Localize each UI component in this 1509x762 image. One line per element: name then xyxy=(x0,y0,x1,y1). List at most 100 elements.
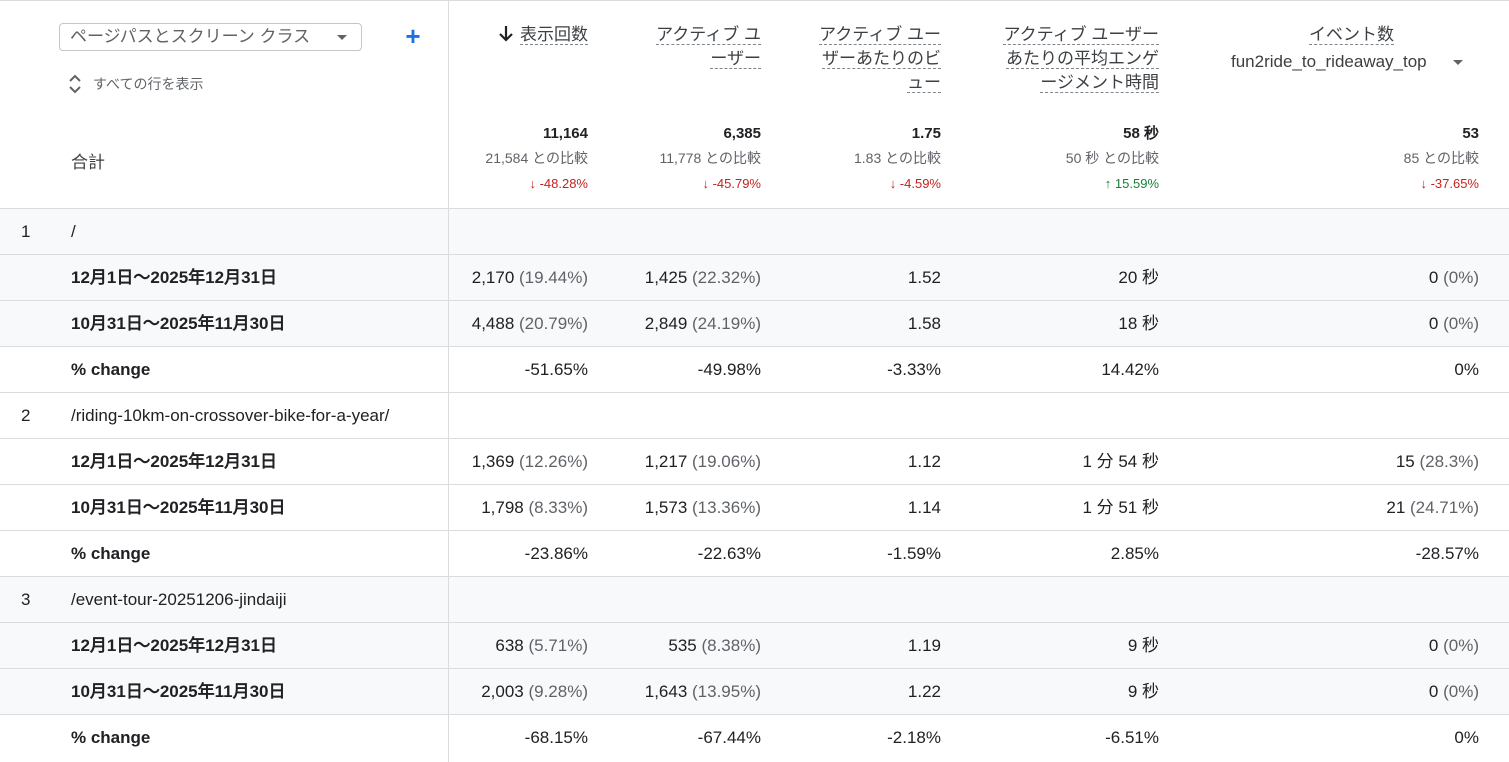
cell-views: -51.65% xyxy=(524,360,588,379)
column-header-views-per-user-line2: ザーあたりのビ xyxy=(822,49,941,69)
table-row-period: 10月31日～2025年11月30日 1,798 (8.33%) 1,573 (… xyxy=(0,484,1509,530)
row-number: 1 xyxy=(21,222,31,241)
period-label: 12月1日～2025年12月31日 xyxy=(71,268,278,287)
cell-events: 0 (0%) xyxy=(1428,682,1479,701)
cell-events: -28.57% xyxy=(1415,544,1479,563)
cell-views: 1,798 (8.33%) xyxy=(481,498,588,517)
cell-views: 2,170 (19.44%) xyxy=(471,268,588,287)
cell-events: 0 (0%) xyxy=(1428,268,1479,287)
cell-engagement-time: 20 秒 xyxy=(1118,268,1159,287)
period-label: 10月31日～2025年11月30日 xyxy=(71,498,286,517)
total-value: 1.75 xyxy=(911,125,941,142)
cell-views-per-user: -3.33% xyxy=(887,360,941,379)
column-header-views-per-user[interactable]: アクティブ ユー ザーあたりのビ ュー xyxy=(819,23,941,95)
cell-views: -68.15% xyxy=(524,728,588,747)
cell-engagement-time: -6.51% xyxy=(1105,728,1159,747)
cell-views-per-user: 1.52 xyxy=(907,268,941,287)
column-divider xyxy=(448,0,449,762)
total-views-per-user: 1.75 1.83 との比較 ↓ -4.59% xyxy=(854,123,941,197)
cell-engagement-time: 14.42% xyxy=(1101,360,1159,379)
cell-active-users: -22.63% xyxy=(697,544,761,563)
cell-views: 638 (5.71%) xyxy=(495,636,588,655)
cell-views-per-user: 1.58 xyxy=(907,314,941,333)
cell-active-users: -67.44% xyxy=(697,728,761,747)
total-events: 53 85 との比較 ↓ -37.65% xyxy=(1404,123,1479,197)
column-header-engagement-line2: あたりの平均エンゲ xyxy=(1006,49,1159,69)
total-value: 6,385 xyxy=(723,125,761,142)
table-row-change: % change -68.15% -67.44% -2.18% -6.51% 0… xyxy=(0,714,1509,760)
add-dimension-plus-icon[interactable]: + xyxy=(405,21,421,51)
total-views: 11,164 21,584 との比較 ↓ -48.28% xyxy=(485,123,588,197)
cell-active-users: 535 (8.38%) xyxy=(668,636,761,655)
column-header-views-per-user-line1: アクティブ ユー xyxy=(819,25,941,45)
event-name-select[interactable]: fun2ride_to_rideaway_top xyxy=(1231,52,1463,72)
cell-views: 2,003 (9.28%) xyxy=(481,682,588,701)
column-header-active-users-line2: ーザー xyxy=(710,49,761,69)
column-header-engagement-time[interactable]: アクティブ ユーザー あたりの平均エンゲ ージメント時間 xyxy=(1003,23,1159,95)
cell-engagement-time: 9 秒 xyxy=(1127,636,1159,655)
table-row-page[interactable]: 3 /event-tour-20251206-jindaiji xyxy=(0,576,1509,622)
total-delta: ↑ 15.59% xyxy=(1104,176,1159,191)
page-path: /event-tour-20251206-jindaiji xyxy=(71,590,287,609)
table-row-period: 10月31日～2025年11月30日 2,003 (9.28%) 1,643 (… xyxy=(0,668,1509,714)
cell-active-users: 1,573 (13.36%) xyxy=(644,498,761,517)
total-compare: 11,778 との比較 xyxy=(659,150,761,166)
cell-events: 0 (0%) xyxy=(1428,636,1479,655)
row-number: 2 xyxy=(21,406,31,425)
table-header: ページパスとスクリーン クラス + すべての行を表示 合計 表示回数 アクティブ… xyxy=(0,0,1509,208)
column-header-views-label: 表示回数 xyxy=(520,25,588,45)
table-row-page[interactable]: 1 / xyxy=(0,208,1509,254)
period-label: 12月1日～2025年12月31日 xyxy=(71,452,278,471)
column-header-active-users-line1: アクティブ ユ xyxy=(656,25,761,45)
cell-active-users: -49.98% xyxy=(697,360,761,379)
period-label: 12月1日～2025年12月31日 xyxy=(71,636,278,655)
total-delta: ↓ -45.79% xyxy=(702,176,761,191)
total-value: 58 秒 xyxy=(1123,125,1159,142)
total-label: 合計 xyxy=(71,153,105,172)
column-header-views[interactable]: 表示回数 xyxy=(498,23,588,47)
cell-events: 0 (0%) xyxy=(1428,314,1479,333)
cell-engagement-time: 9 秒 xyxy=(1127,682,1159,701)
dimension-select[interactable]: ページパスとスクリーン クラス xyxy=(59,23,362,51)
dimension-select-label: ページパスとスクリーン クラス xyxy=(70,27,311,46)
table-row-period: 10月31日～2025年11月30日 4,488 (20.79%) 2,849 … xyxy=(0,300,1509,346)
show-all-rows-label: すべての行を表示 xyxy=(93,76,204,92)
column-header-engagement-line3: ージメント時間 xyxy=(1040,73,1159,93)
column-header-events[interactable]: イベント数 xyxy=(1309,23,1394,47)
cell-views: 4,488 (20.79%) xyxy=(471,314,588,333)
cell-views-per-user: 1.12 xyxy=(907,452,941,471)
page-path: /riding-10km-on-crossover-bike-for-a-yea… xyxy=(71,406,390,425)
page-path: / xyxy=(71,222,76,241)
change-label: % change xyxy=(71,728,151,747)
total-compare: 85 との比較 xyxy=(1403,150,1479,166)
table-row-page[interactable]: 2 /riding-10km-on-crossover-bike-for-a-y… xyxy=(0,392,1509,438)
caret-down-icon xyxy=(337,35,347,40)
cell-views-per-user: -2.18% xyxy=(887,728,941,747)
cell-engagement-time: 1 分 51 秒 xyxy=(1082,498,1159,517)
total-engagement-time: 58 秒 50 秒 との比較 ↑ 15.59% xyxy=(1066,123,1159,197)
table-row-change: % change -51.65% -49.98% -3.33% 14.42% 0… xyxy=(0,346,1509,392)
total-delta: ↓ -37.65% xyxy=(1420,176,1479,191)
total-delta: ↓ -4.59% xyxy=(889,176,941,191)
cell-events: 0% xyxy=(1454,728,1479,747)
total-active-users: 6,385 11,778 との比較 ↓ -45.79% xyxy=(659,123,761,197)
period-label: 10月31日～2025年11月30日 xyxy=(71,682,286,701)
total-compare: 1.83 との比較 xyxy=(854,150,941,166)
cell-engagement-time: 2.85% xyxy=(1110,544,1159,563)
cell-views-per-user: 1.22 xyxy=(907,682,941,701)
change-label: % change xyxy=(71,360,151,379)
caret-down-icon xyxy=(1453,60,1463,65)
cell-active-users: 2,849 (24.19%) xyxy=(644,314,761,333)
cell-engagement-time: 18 秒 xyxy=(1118,314,1159,333)
cell-views-per-user: -1.59% xyxy=(887,544,941,563)
column-header-views-per-user-line3: ュー xyxy=(907,73,941,93)
cell-views: -23.86% xyxy=(524,544,588,563)
cell-active-users: 1,643 (13.95%) xyxy=(644,682,761,701)
total-value: 53 xyxy=(1462,125,1479,142)
expand-collapse-icon xyxy=(69,74,81,94)
row-number: 3 xyxy=(21,590,31,609)
column-header-active-users[interactable]: アクティブ ユ ーザー xyxy=(656,23,761,71)
event-name-label: fun2ride_to_rideaway_top xyxy=(1231,52,1427,71)
change-label: % change xyxy=(71,544,151,563)
cell-active-users: 1,425 (22.32%) xyxy=(644,268,761,287)
